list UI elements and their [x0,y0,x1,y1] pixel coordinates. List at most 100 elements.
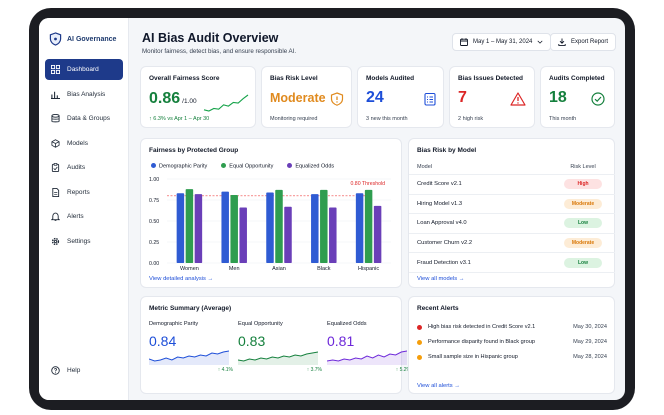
metric-summary-card: Metric Summary (Average) Demographic Par… [140,296,411,394]
legend-label: Equalized Odds [295,163,335,170]
metric-change: ↑ 4.1% [217,367,233,373]
bar [284,206,292,263]
table-row[interactable]: Hiring Model v1.3 Moderate [409,195,615,215]
metric-value: 0.83 [238,333,266,349]
brand: AI Governance [49,32,116,46]
alert-text: Performance disparity found in Black gro… [428,339,535,345]
sidebar-item-alerts[interactable]: Alerts [45,206,123,227]
warning-triangle-icon [510,92,526,106]
sidebar-item-audits[interactable]: Audits [45,157,123,178]
alert-date: May 29, 2024 [573,339,607,345]
chart-title: Fairness by Protected Group [149,147,239,154]
kpi-delta: ↑ 6.3% vs Apr 1 – Apr 30 [149,116,210,122]
kpi-title: Bias Issues Detected [458,75,524,82]
help-label: Help [67,367,81,374]
bias-risk-table: Model Risk Level Credit Score v2.1 High Hi… [409,159,615,273]
sidebar-item-label: Settings [67,237,91,245]
kpi-card-models: Models Audited 24 3 new this month [357,66,444,128]
x-tick-label: Hispanic [358,266,379,271]
chevron-down-icon [537,40,543,44]
clipboard-icon [51,163,60,172]
sidebar-item-dashboard[interactable]: Dashboard [45,59,123,80]
date-range-button[interactable]: May 1 – May 31, 2024 [452,33,552,51]
risk-cell: High [551,179,615,190]
document-icon [52,187,60,197]
alert-item[interactable]: High bias risk detected in Credit Score … [417,321,607,333]
sidebar-item-models[interactable]: Models [45,133,123,154]
brand-name: AI Governance [67,35,117,43]
metric-item: Equal Opportunity 0.83 ↑ 3.7% [238,297,326,387]
metric-item: Equalized Odds 0.81 ↑ 5.2% [327,297,415,387]
sidebar-nav: Dashboard Bias Analysis Data & Groups Mo… [45,59,123,255]
table-row[interactable]: Loan Approval v4.0 Low [409,214,615,234]
bar [239,207,247,263]
alert-date: May 30, 2024 [573,324,607,330]
fairness-score-suffix: /1.00 [182,98,197,105]
bar [311,194,319,263]
risk-cell: Moderate [551,238,615,249]
table-row[interactable]: Fraud Detection v3.1 Low [409,253,615,273]
grid-icon [51,65,60,74]
help-icon [51,366,60,375]
metric-sparkline [327,350,407,365]
model-name: Credit Score v2.1 [417,181,462,188]
metric-value: 0.84 [149,333,177,349]
view-all-models-link[interactable]: View all models → [417,276,465,282]
sparkline-path [238,351,318,362]
legend-item: Equal Opportunity [221,163,273,170]
sidebar-item-bias-analysis[interactable]: Bias Analysis [45,84,123,105]
column-header-model: Model [417,163,432,170]
bar-chart-icon [51,91,60,99]
shield-icon [49,32,62,46]
legend-item: Demographic Parity [151,163,207,170]
list-clipboard-icon [424,92,436,106]
check-circle-icon [591,92,605,106]
alert-item[interactable]: Performance disparity found in Black gro… [417,336,607,348]
kpi-value: 7 [458,89,467,106]
kpi-value: 24 [366,89,384,106]
warning-shield-icon [330,92,344,106]
download-icon [558,38,566,46]
alert-severity-dot [417,324,422,330]
risk-badge: Low [564,257,602,268]
bar [275,189,283,263]
kpi-card-risk: Bias Risk Level Moderate Monitoring requ… [261,66,352,128]
y-tick-label: 1.00 [149,177,159,183]
metric-sparkline [238,351,318,365]
bar [176,193,185,263]
sparkline-area [327,351,407,365]
help-link[interactable]: Help [51,366,80,375]
alert-text: Small sample size in Hispanic group [428,354,518,360]
sidebar-item-reports[interactable]: Reports [45,182,123,203]
export-report-button[interactable]: Export Report [550,33,617,51]
bell-icon [51,212,60,221]
bias-risk-card: Bias Risk by Model Model Risk Level Cred… [408,138,615,288]
legend-item: Equalized Odds [287,163,334,170]
sparkline-path [149,350,229,362]
alert-date: May 28, 2024 [573,354,607,360]
kpi-value: Moderate [270,91,326,105]
fairness-sparkline [203,94,249,112]
risk-cell: Moderate [551,198,615,209]
view-all-alerts-link[interactable]: View all alerts → [417,383,461,389]
risk-badge: Moderate [564,238,602,249]
sidebar-item-label: Dashboard [67,66,99,73]
bar [266,192,274,263]
alert-severity-dot [417,339,422,345]
alert-item[interactable]: Small sample size in Hispanic group May 2… [417,351,607,363]
export-report-label: Export Report [571,39,609,45]
bar [320,189,328,263]
view-detailed-analysis-link[interactable]: View detailed analysis → [149,276,214,282]
fairness-chart-card: Fairness by Protected Group Demographic … [140,138,402,288]
alert-text: High bias risk detected in Credit Score … [428,324,536,330]
app-screen: AI Governance Dashboard Bias Analysis Da… [39,18,625,400]
table-row[interactable]: Customer Churn v2.2 Moderate [409,234,615,254]
sparkline-area [149,351,229,365]
y-tick-label: 0.50 [149,219,159,225]
risk-badge: Moderate [564,198,602,209]
sidebar: AI Governance Dashboard Bias Analysis Da… [39,18,129,400]
table-row[interactable]: Credit Score v2.1 High [409,175,615,195]
sidebar-item-data-groups[interactable]: Data & Groups [45,108,123,129]
recent-alerts-card: Recent Alerts High bias risk detected in… [408,296,615,394]
sidebar-item-settings[interactable]: Settings [45,231,123,252]
